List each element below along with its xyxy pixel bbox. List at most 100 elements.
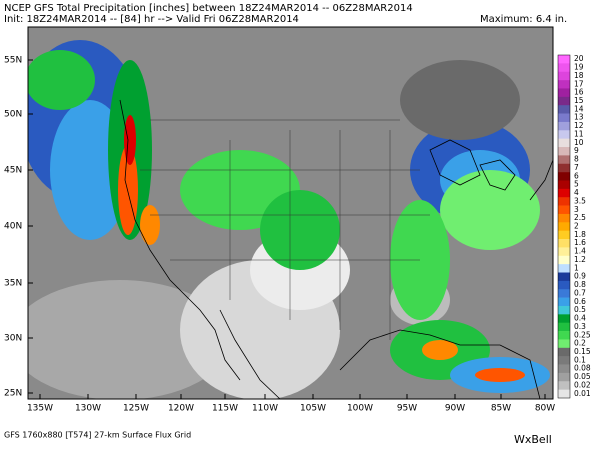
legend-label: 1: [574, 263, 579, 272]
legend-swatch: [558, 331, 570, 340]
legend-swatch: [558, 247, 570, 257]
legend-label: 19: [574, 63, 584, 72]
legend-label: 1.8: [574, 230, 586, 239]
legend-swatch: [558, 63, 570, 73]
legend-swatch: [558, 297, 570, 307]
lat-label: 50N: [4, 110, 22, 120]
legend-swatch: [558, 55, 570, 64]
legend-swatch: [558, 80, 570, 89]
legend-swatch: [558, 71, 570, 81]
coastlines: [119, 99, 554, 400]
lon-label: 80W: [535, 404, 555, 414]
legend-swatch: [558, 188, 570, 198]
legend-label: 12: [574, 121, 584, 130]
lon-label: 100W: [347, 404, 373, 414]
footer-grid: GFS 1760x880 [T574] 27-km Surface Flux G…: [4, 431, 191, 440]
lon-label: 120W: [168, 404, 194, 414]
legend-label: 2: [574, 222, 579, 231]
legend-swatch: [558, 372, 570, 382]
legend-label: 18: [574, 71, 584, 80]
legend-swatch: [558, 305, 570, 315]
legend-swatch: [558, 356, 570, 365]
legend-swatch: [558, 213, 570, 223]
legend-label: 0.5: [574, 305, 586, 314]
legend-label: 14: [574, 104, 584, 113]
legend-label: 8: [574, 155, 579, 164]
state-borders: [140, 119, 430, 340]
legend-swatch: [558, 138, 570, 148]
legend-swatch: [558, 205, 570, 215]
lat-label: 30N: [4, 334, 22, 344]
legend-label: 13: [574, 113, 584, 122]
lon-label: 110W: [252, 404, 278, 414]
legend-label: 7: [574, 163, 579, 172]
legend-label: 20: [574, 54, 584, 63]
legend-label: 0.6: [574, 297, 586, 306]
legend-swatch: [558, 197, 570, 206]
legend-label: 1.2: [574, 255, 586, 264]
legend-swatch: [558, 255, 570, 265]
legend-label: 17: [574, 79, 584, 88]
lon-label: 135W: [27, 404, 53, 414]
header-line2: Init: 18Z24MAR2014 -- [84] hr --> Valid …: [4, 14, 299, 25]
legend-swatch: [558, 147, 570, 156]
lat-label: 40N: [4, 222, 22, 232]
legend-label: 0.05: [574, 372, 591, 381]
legend-label: 0.01: [574, 389, 591, 398]
legend-swatch: [558, 339, 570, 349]
legend-swatch: [558, 322, 570, 332]
legend-swatch: [558, 172, 570, 181]
legend-swatch: [558, 280, 570, 290]
legend-swatch: [558, 381, 570, 390]
legend-swatch: [558, 105, 570, 114]
legend-label: 15: [574, 96, 584, 105]
lon-label: 85W: [491, 404, 511, 414]
lon-label: 115W: [212, 404, 238, 414]
legend-swatch: [558, 222, 570, 231]
legend-swatch: [558, 239, 570, 248]
lat-label: 55N: [4, 56, 22, 66]
legend-label: 0.7: [574, 288, 586, 297]
legend-swatch: [558, 163, 570, 173]
lat-label: 25N: [4, 389, 22, 399]
lon-label: 90W: [445, 404, 465, 414]
lon-label: 105W: [300, 404, 326, 414]
legend-swatch: [558, 96, 570, 106]
lon-label: 125W: [123, 404, 149, 414]
legend-swatch: [558, 347, 570, 357]
legend-label: 0.25: [574, 330, 591, 339]
lat-label: 45N: [4, 166, 22, 176]
map-frame: [27, 26, 554, 400]
legend-label: 9: [574, 146, 579, 155]
lat-label: 35N: [4, 279, 22, 289]
legend-label: 0.15: [574, 347, 591, 356]
legend-swatch: [558, 264, 570, 273]
legend-label: 1.6: [574, 238, 586, 247]
lon-label: 130W: [75, 404, 101, 414]
legend-swatch: [558, 314, 570, 324]
legend-label: 0.08: [574, 364, 591, 373]
legend-swatch: [558, 389, 570, 399]
legend-swatch: [558, 230, 570, 240]
legend-frame: [557, 54, 571, 399]
legend-swatch: [558, 364, 570, 374]
legend-label: 16: [574, 88, 584, 97]
legend-label: 0.4: [574, 314, 586, 323]
legend-swatch: [558, 88, 570, 98]
legend-swatch: [558, 130, 570, 139]
header-line1: NCEP GFS Total Precipitation [inches] be…: [4, 3, 413, 14]
legend-swatch: [558, 113, 570, 123]
legend-label: 3.5: [574, 196, 586, 205]
lon-label: 95W: [397, 404, 417, 414]
legend-label: 0.9: [574, 272, 586, 281]
footer-brand: WxBell: [514, 433, 552, 446]
header-maximum: Maximum: 6.4 in.: [480, 14, 567, 25]
legend-label: 0.02: [574, 380, 591, 389]
legend-swatch: [558, 180, 570, 190]
legend-label: 5: [574, 180, 579, 189]
legend-label: 11: [574, 129, 584, 138]
legend-label: 2.5: [574, 213, 586, 222]
precip-field: [28, 27, 553, 399]
